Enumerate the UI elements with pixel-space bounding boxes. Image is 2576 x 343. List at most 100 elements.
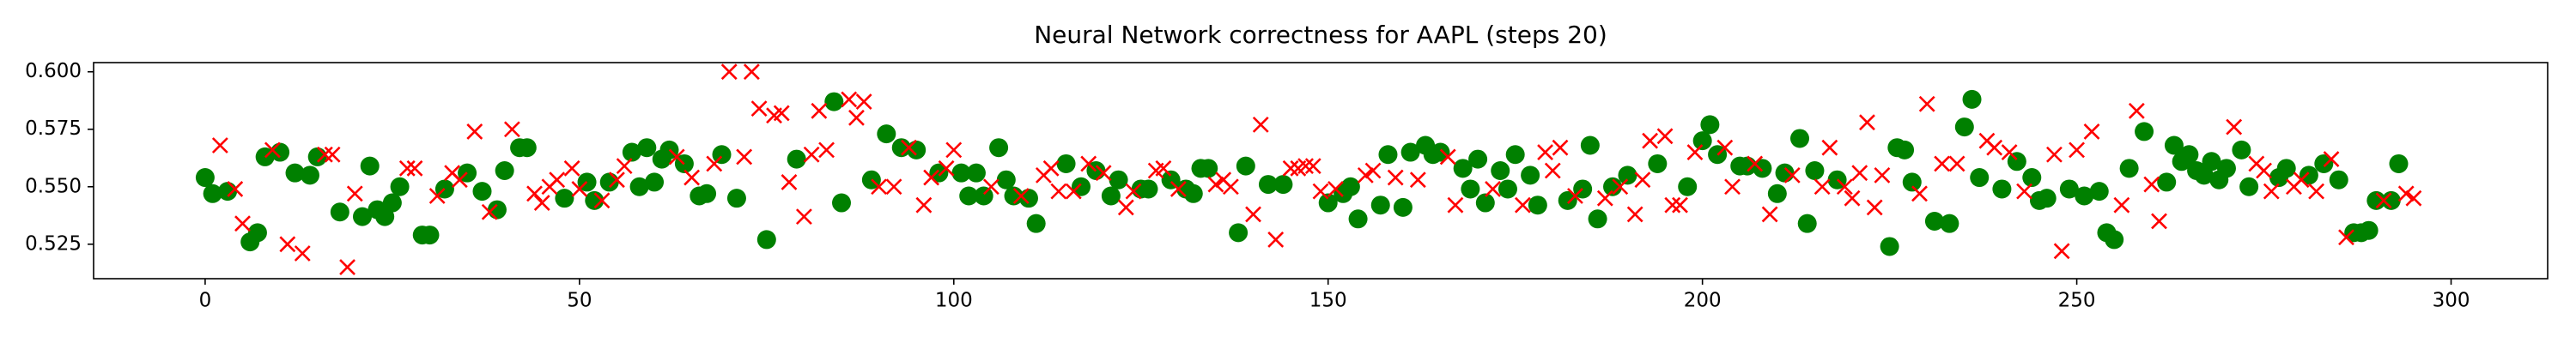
x-tick-label: 100 — [935, 290, 973, 312]
point — [353, 207, 373, 226]
point — [1618, 165, 1637, 185]
point — [1521, 165, 1540, 185]
x-marker — [227, 181, 244, 197]
point — [1161, 170, 1181, 190]
point — [2075, 186, 2094, 206]
point — [951, 163, 971, 183]
point — [2381, 190, 2401, 210]
x-marker — [2053, 243, 2070, 260]
point — [1109, 170, 1128, 190]
x-marker — [1851, 165, 1868, 182]
point — [1318, 193, 1338, 213]
point — [203, 184, 222, 203]
y-tick-label: 0.575 — [25, 117, 82, 140]
point — [622, 142, 641, 162]
x-marker — [1783, 166, 1801, 184]
point — [1498, 179, 1517, 199]
x-marker — [1485, 181, 1501, 197]
point — [877, 124, 896, 144]
x-marker — [1080, 155, 1097, 172]
x-marker — [1761, 206, 1778, 223]
x-marker — [1626, 206, 1643, 223]
x-marker — [533, 195, 550, 211]
point — [712, 145, 732, 165]
x-marker — [750, 100, 768, 117]
point — [1400, 142, 1420, 162]
x-marker — [339, 259, 355, 276]
point — [787, 149, 806, 169]
point — [1026, 214, 1046, 233]
x-marker — [773, 105, 790, 122]
x-marker — [563, 159, 580, 177]
point — [1393, 197, 1413, 217]
x-marker — [1095, 165, 1112, 182]
point — [1902, 172, 1922, 192]
point — [989, 138, 1009, 158]
point — [1700, 115, 1720, 135]
point — [285, 163, 305, 183]
point — [1072, 177, 1091, 196]
x-marker — [316, 146, 333, 163]
x-marker — [2397, 185, 2415, 202]
x-marker — [901, 139, 917, 156]
x-marker — [818, 141, 835, 159]
x-marker — [1282, 159, 1299, 177]
point — [1588, 209, 1607, 229]
point — [1753, 159, 1772, 178]
x-marker — [1814, 178, 1831, 196]
point — [1558, 190, 1577, 210]
x-marker — [1866, 199, 1883, 216]
point — [495, 161, 514, 180]
point — [629, 177, 649, 196]
point — [996, 170, 1016, 190]
x-marker — [466, 123, 483, 140]
x-marker — [1948, 155, 1965, 172]
point — [1236, 156, 1255, 176]
point — [300, 165, 319, 185]
x-marker — [915, 196, 933, 214]
point — [1603, 177, 1623, 196]
x-marker — [2338, 229, 2354, 246]
point — [472, 182, 492, 202]
x-marker — [923, 169, 940, 186]
x-tick-label: 150 — [1309, 290, 1347, 312]
x-marker — [234, 215, 251, 232]
x-marker — [720, 63, 738, 81]
x-marker — [1686, 144, 1704, 160]
point — [2059, 179, 2079, 199]
point — [832, 193, 852, 213]
plot-frame — [93, 62, 2549, 280]
x-marker — [885, 178, 902, 196]
x-marker — [1312, 183, 1329, 200]
point — [1468, 149, 1488, 169]
x-marker — [1934, 155, 1951, 172]
x-marker — [1409, 172, 1426, 189]
point — [2299, 165, 2318, 185]
x-marker — [2226, 118, 2243, 135]
x-marker — [346, 185, 363, 202]
x-marker — [1821, 139, 1838, 156]
point — [2216, 159, 2236, 178]
x-marker — [2069, 141, 2086, 159]
point — [2359, 220, 2379, 240]
x-marker — [1117, 199, 1134, 216]
x-marker — [1170, 181, 1187, 197]
point — [1056, 153, 1076, 173]
x-marker — [1642, 132, 1659, 149]
x-tick-label: 50 — [567, 290, 592, 312]
x-marker — [706, 155, 723, 172]
x-marker — [1986, 139, 2003, 156]
point — [1880, 237, 1899, 256]
point — [1962, 89, 1982, 109]
x-marker — [428, 188, 446, 204]
point — [390, 177, 410, 196]
x-marker — [2151, 213, 2167, 230]
x-marker — [1552, 139, 1569, 156]
x-marker — [781, 173, 798, 190]
point — [2089, 182, 2109, 202]
x-marker — [1252, 116, 1269, 133]
x-marker — [2001, 144, 2018, 160]
x-marker — [841, 91, 858, 108]
point — [2105, 230, 2124, 250]
point — [756, 230, 776, 250]
